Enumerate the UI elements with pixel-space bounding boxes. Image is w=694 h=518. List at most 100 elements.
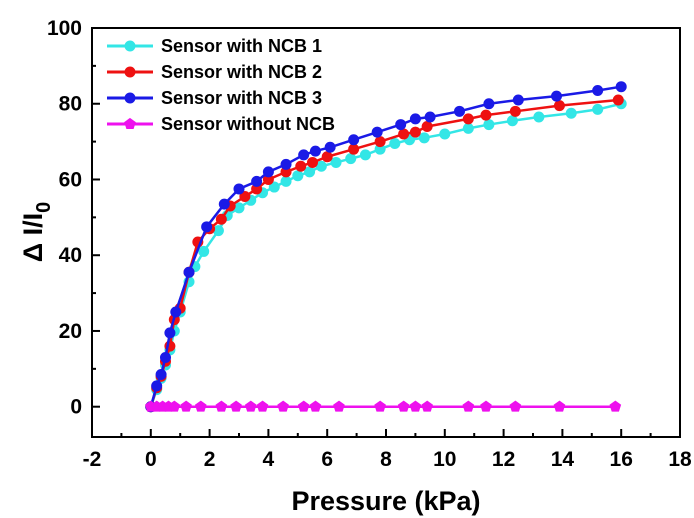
data-point [307,156,318,168]
data-point [409,400,422,412]
data-point [615,81,627,93]
data-point [551,90,563,102]
data-point [374,400,386,412]
data-point [421,120,433,132]
data-point [218,198,230,210]
data-point [233,183,245,195]
x-tick-label: 6 [321,448,333,471]
x-tick-label: 18 [668,448,692,471]
series-2 [145,94,624,413]
x-tick-label: -2 [83,448,102,471]
data-point [262,166,274,178]
x-axis-title: Pressure (kPa) [291,486,480,516]
legend-entry-2: Sensor with NCB 2 [107,62,322,82]
data-point [309,145,321,157]
legend-entry-4: Sensor without NCB [107,114,335,134]
y-axis-title: Δ I/I0 [18,202,55,263]
data-point [239,191,251,203]
legend: Sensor with NCB 1 Sensor with NCB 2 Sensor… [107,36,335,134]
x-tick-label: 0 [145,448,157,471]
data-point [330,156,342,168]
y-tick-label: 0 [70,396,82,419]
data-point [462,400,475,412]
data-point [609,400,622,412]
data-point [454,105,465,117]
data-point [565,107,577,119]
data-point [256,400,269,412]
data-point [592,84,604,96]
data-point [553,100,565,112]
data-point [359,149,371,161]
data-point [230,400,242,412]
series-1 [145,98,627,413]
data-point [295,160,307,172]
data-point [277,400,289,412]
data-point [244,400,257,412]
x-tick-label: 2 [204,448,216,471]
plot-layer [144,81,627,413]
x-tick-label: 12 [492,448,515,471]
x-tick-label: 8 [380,448,392,471]
data-point [612,94,624,106]
legend-label: Sensor without NCB [161,114,335,134]
data-point [198,245,210,257]
data-point [374,136,386,148]
data-point [160,351,171,363]
series-line [149,102,622,408]
data-point [509,105,521,117]
legend-marker [124,92,136,104]
data-point [395,119,407,131]
data-point [371,126,383,138]
data-point [168,400,181,412]
data-point [509,400,522,412]
data-point [398,128,410,140]
data-point [397,400,410,412]
legend-marker [124,40,136,52]
data-point [512,94,524,106]
data-point [155,369,167,381]
y-tick-label: 20 [59,320,82,343]
data-point [215,213,227,225]
data-point [292,170,304,182]
data-point [506,115,518,127]
data-point [409,126,421,138]
data-point [298,149,310,161]
data-point [483,119,495,131]
y-axis-title-subscript: 0 [33,202,55,213]
data-point [183,266,195,278]
data-point [251,175,263,187]
data-point [212,225,224,237]
x-tick-label: 14 [551,448,575,471]
data-point [268,181,280,193]
data-point [280,158,292,170]
data-point [348,134,360,146]
y-tick-label: 80 [59,93,82,116]
data-point [164,327,176,339]
data-point [345,153,357,165]
data-point [304,166,316,178]
legend-label: Sensor with NCB 2 [161,62,322,82]
data-point [592,103,604,115]
data-point [480,109,492,121]
data-point [233,202,245,214]
data-point [194,400,207,412]
data-point [462,122,474,134]
legend-label: Sensor with NCB 1 [161,36,322,56]
data-point [439,128,451,140]
legend-entry-1: Sensor with NCB 1 [107,36,322,56]
data-point [424,111,436,123]
data-point [280,175,292,187]
data-point [170,306,182,318]
legend-entry-3: Sensor with NCB 3 [107,88,322,108]
legend-label: Sensor with NCB 3 [161,88,322,108]
x-tick-label: 4 [263,448,275,471]
series-line [149,85,622,408]
y-tick-label: 60 [59,168,82,191]
data-point [389,138,401,150]
data-point [215,400,228,412]
y-tick-label: 40 [59,244,82,267]
data-point [180,400,192,412]
data-point [533,111,545,123]
